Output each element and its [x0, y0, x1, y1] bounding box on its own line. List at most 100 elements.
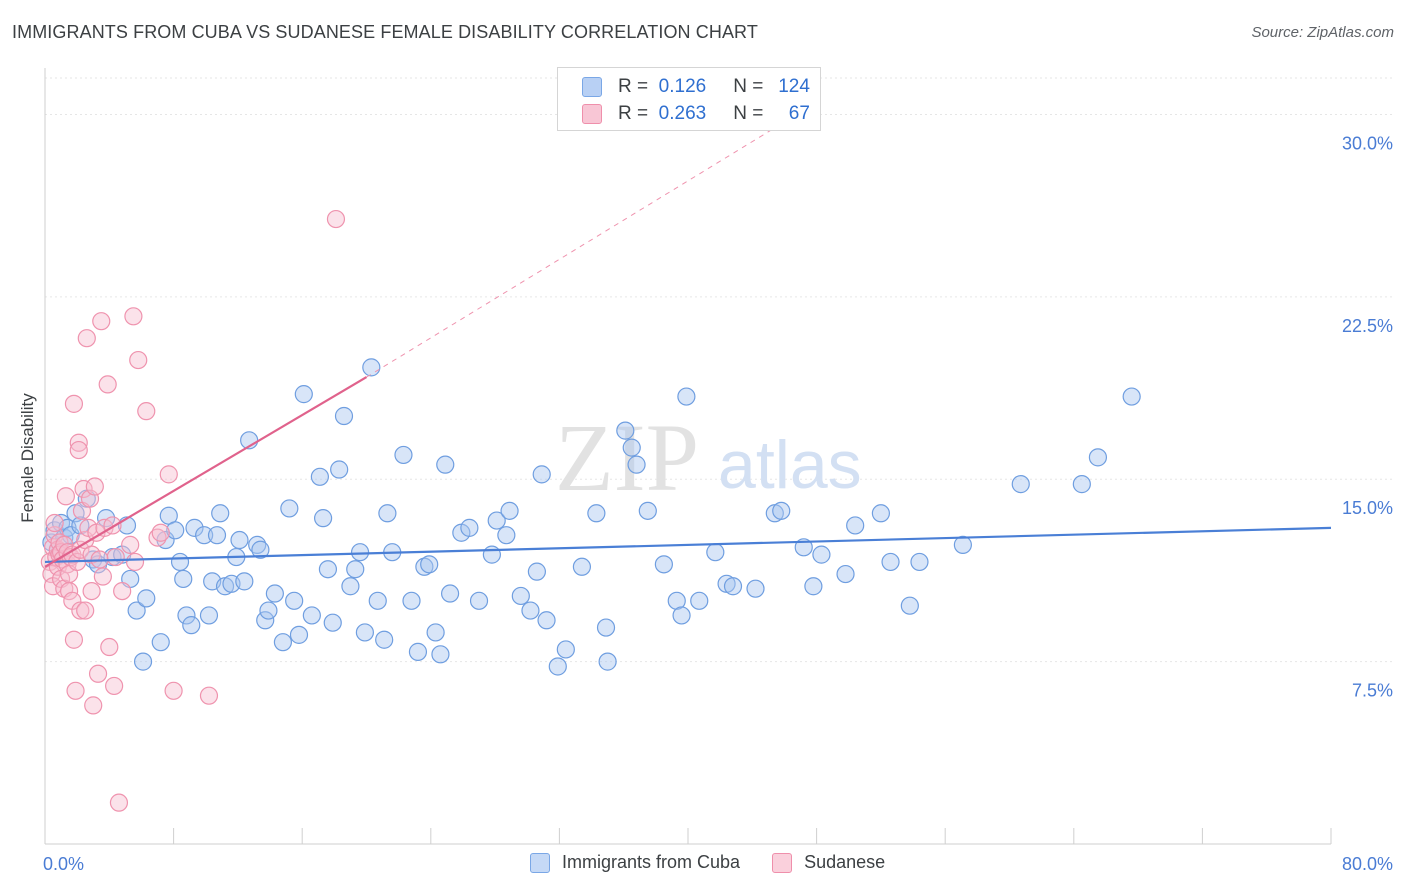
data-point [420, 555, 439, 574]
data-point [211, 504, 230, 523]
data-point [677, 387, 696, 406]
data-point [318, 560, 338, 579]
data-points [40, 209, 1141, 812]
data-point [195, 526, 214, 545]
data-point [746, 579, 765, 598]
data-point [230, 530, 249, 550]
chart-title: IMMIGRANTS FROM CUBA VS SUDANESE FEMALE … [12, 22, 758, 42]
data-point [497, 526, 516, 545]
data-point [64, 630, 84, 649]
data-point [723, 577, 743, 596]
legend-r-value: 0.126 [658, 76, 707, 97]
data-point [148, 528, 167, 547]
data-point [706, 543, 725, 562]
watermark-zip: ZIP [555, 404, 699, 511]
data-point [881, 552, 900, 572]
data-point [199, 686, 219, 705]
data-point [92, 312, 111, 331]
data-point [265, 584, 284, 603]
data-point [511, 586, 530, 606]
data-point [1088, 448, 1108, 467]
legend-item-sudanese: Sudanese [772, 852, 885, 873]
data-point [273, 633, 293, 652]
trend-line-sudanese [44, 376, 368, 568]
data-point [235, 572, 254, 591]
legend-label-cuba: Immigrants from Cuba [562, 852, 741, 872]
correlation-legend: R = 0.126 N = 124 R = 0.263 N = 67 [557, 67, 821, 131]
data-point [151, 523, 170, 542]
data-point [159, 465, 178, 484]
data-point [638, 501, 657, 520]
data-point [289, 625, 309, 644]
data-point [587, 504, 606, 523]
data-point [137, 589, 156, 608]
data-point [76, 601, 95, 620]
data-point [690, 591, 709, 610]
data-point [394, 445, 413, 465]
y-tick-label: 22.5% [1342, 316, 1393, 336]
data-point [77, 329, 96, 348]
data-point [88, 664, 108, 683]
legend-n-label: N = [733, 103, 764, 124]
data-point [170, 552, 190, 572]
data-point [598, 652, 617, 671]
data-point [74, 479, 93, 499]
data-point [346, 560, 365, 579]
data-point [166, 521, 185, 540]
series-cuba-points [42, 358, 1141, 676]
data-point [199, 606, 219, 625]
data-point [251, 540, 270, 559]
data-point [521, 601, 540, 620]
data-point [622, 438, 641, 457]
data-point [527, 562, 546, 581]
legend-n-value: 67 [788, 103, 810, 124]
data-point [174, 569, 193, 589]
series-sudanese-points [40, 209, 346, 812]
data-point [375, 630, 394, 649]
data-point [469, 591, 489, 610]
data-point [804, 577, 823, 596]
data-point [82, 581, 101, 601]
data-point [93, 567, 112, 586]
trend-lines [44, 101, 1332, 568]
data-point [248, 535, 267, 554]
data-point [133, 652, 153, 671]
data-point [836, 564, 855, 584]
data-point [182, 616, 201, 635]
data-point [362, 358, 381, 377]
data-point [207, 526, 227, 545]
data-point [627, 455, 646, 474]
data-point [313, 509, 333, 528]
tick-labels: 7.5% 15.0% 22.5% 30.0% 0.0% 80.0% [43, 133, 1393, 874]
legend-swatch-sudanese [582, 104, 602, 124]
legend-label-sudanese: Sudanese [804, 852, 886, 872]
data-point [572, 557, 592, 576]
data-point [105, 676, 124, 696]
legend-item-cuba: Immigrants from Cuba [530, 852, 740, 873]
data-point [69, 440, 88, 460]
data-point [66, 681, 85, 700]
data-point [500, 501, 519, 520]
data-point [185, 518, 204, 537]
data-point [259, 601, 278, 620]
legend-row-cuba: R = 0.126 N = 124 [582, 73, 810, 101]
data-point [408, 642, 428, 661]
data-point [355, 623, 374, 642]
data-point [61, 526, 80, 545]
data-point [910, 552, 929, 572]
y-axis-label: Female Disability [18, 393, 37, 523]
data-point [113, 581, 132, 601]
data-point [85, 477, 104, 496]
data-point [127, 601, 146, 620]
legend-swatch-cuba [582, 77, 602, 97]
x-tick-label: 0.0% [43, 854, 84, 874]
data-point [812, 545, 831, 564]
legend-r-value: 0.263 [658, 103, 707, 124]
data-point [431, 645, 450, 664]
data-point [1011, 475, 1030, 494]
data-point [310, 467, 329, 486]
y-tick-label: 30.0% [1342, 133, 1393, 153]
data-point [667, 591, 686, 610]
data-point [871, 504, 891, 523]
